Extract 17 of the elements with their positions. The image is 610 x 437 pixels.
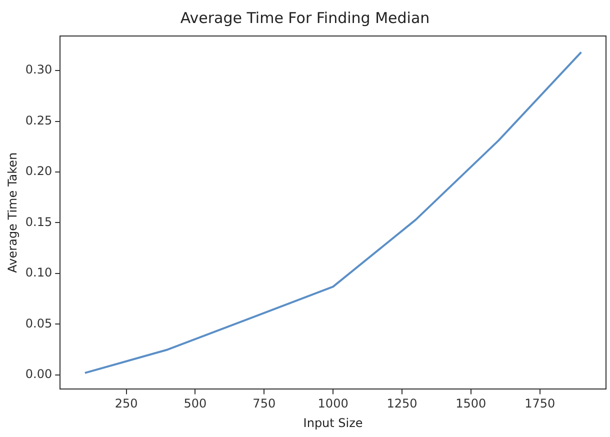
y-tick-label: 0.25 (25, 113, 52, 128)
y-axis-title: Average Time Taken (5, 152, 20, 273)
y-tick-label: 0.00 (25, 367, 52, 382)
x-tick-label: 1750 (524, 396, 556, 411)
y-tick-label: 0.20 (25, 164, 52, 178)
x-tick-label: 500 (184, 396, 207, 411)
y-tick-label: 0.30 (25, 62, 52, 77)
x-tick-label: 1500 (456, 396, 486, 411)
y-tick-label: 0.10 (25, 266, 52, 280)
x-tick-label: 1250 (386, 396, 418, 411)
chart-title: Average Time For Finding Median (180, 8, 430, 27)
y-tick-label: 0.15 (25, 214, 52, 229)
x-tick-label: 250 (114, 396, 138, 411)
y-tick-label: 0.05 (25, 316, 52, 330)
x-axis-title: Input Size (303, 416, 363, 430)
x-tick-label: 1000 (318, 396, 348, 411)
x-tick-label: 750 (252, 396, 276, 411)
